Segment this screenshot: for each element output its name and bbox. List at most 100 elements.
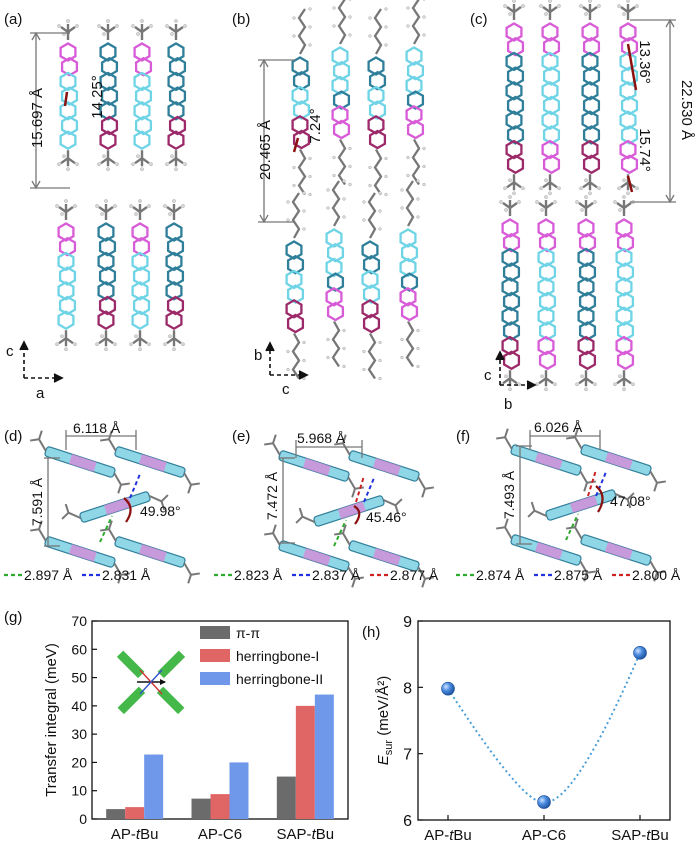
legend-label: herringbone-I [236, 648, 319, 664]
axis-label-vertical: b [254, 347, 262, 364]
panel-g: (g) 0 10 20 30 40 50 60 70 Transfer integral (me… [4, 609, 348, 843]
bar [106, 809, 125, 819]
y-tick-label: 7 [403, 747, 412, 764]
series-line [448, 653, 640, 802]
distance-legend-label: 2.877 Å [390, 567, 439, 583]
legend-swatch [200, 649, 230, 662]
panel-h-label: (h) [362, 624, 380, 641]
axis-indicator [266, 343, 307, 379]
panel-a-length: 15.697 Å [29, 88, 46, 148]
panel-c-crystal-bottom [499, 195, 634, 391]
x-tick-label: AP-C6 [198, 826, 242, 843]
figure: (a) 15.697 Å 14.25° c a (b) 20.4 [0, 0, 700, 851]
legend-swatch [200, 626, 230, 639]
panel-a-angle: 14.25° [89, 75, 106, 119]
y-tick-label: 20 [71, 754, 87, 770]
panel-e: (e) 5.968 Å 7.472 Å 45.46° [232, 428, 441, 590]
x-tick-label: SAP-tBu [611, 827, 669, 844]
bar [230, 762, 249, 819]
axis-label-vertical: c [484, 367, 492, 384]
y-axis-label: Esur (meV/Å²) [375, 676, 395, 765]
panel-d-label: (d) [4, 428, 22, 445]
distance-legend-label: 2.837 Å [312, 567, 361, 583]
panel-f-label: (f) [456, 428, 470, 445]
panel-f: (f) 6.026 Å 7.493 Å 47.08° [456, 419, 673, 584]
x-tick-label: AP-tBu [424, 827, 472, 844]
panel-e-width: 5.968 Å [297, 430, 346, 446]
panel-a-crystal-bottom [55, 199, 184, 350]
y-axis-label: Transfer integral (meV) [43, 643, 60, 797]
y-tick-label: 30 [71, 726, 87, 742]
y-tick-label: 40 [71, 698, 87, 714]
panel-e-angle: 45.46° [366, 509, 407, 525]
panel-e-label: (e) [232, 428, 250, 445]
panel-f-angle: 47.08° [610, 493, 651, 509]
panel-d-height: 7.591 Å [29, 477, 45, 526]
height-bracket [516, 446, 532, 544]
panel-a: (a) 15.697 Å 14.25° c a [4, 11, 187, 402]
panel-e-height: 7.472 Å [264, 471, 280, 520]
axis-label-vertical: c [6, 343, 14, 360]
bar [296, 706, 315, 819]
x-tick-label: AP-C6 [522, 827, 566, 844]
y-tick-label: 60 [71, 641, 87, 657]
distance-legend-label: 2.874 Å [476, 567, 525, 583]
bar [192, 799, 211, 819]
panel-g-label: (g) [4, 609, 22, 626]
axis-label-horizontal: b [504, 396, 512, 413]
bar [315, 695, 334, 819]
y-tick-label: 0 [79, 811, 87, 827]
x-tick-label: AP-tBu [111, 826, 159, 843]
bar [211, 794, 230, 819]
legend-swatch [200, 672, 230, 685]
axis-label-horizontal: c [282, 381, 290, 398]
data-point [634, 646, 647, 659]
bar [144, 755, 163, 819]
panel-d-width: 6.118 Å [73, 420, 121, 436]
y-tick-label: 6 [403, 813, 412, 830]
y-tick-label: 50 [71, 670, 87, 686]
x-tick-label: SAP-tBu [277, 826, 335, 843]
bar [277, 777, 296, 819]
transfer-diagram [117, 651, 185, 715]
panel-d-angle: 49.98° [140, 503, 181, 519]
panel-b-angle: 7.24° [307, 108, 324, 143]
height-bracket [279, 458, 295, 543]
bar-chart: 0 10 20 30 40 50 60 70 Transfer integral (meV) AP… [43, 613, 348, 843]
panel-a-label: (a) [4, 11, 22, 28]
panel-a-crystal-top [57, 19, 186, 170]
panel-c-crystal-top [503, 0, 638, 195]
y-tick-label: 8 [403, 680, 412, 697]
panel-b-label: (b) [232, 11, 250, 28]
distance-legend-label: 2.823 Å [234, 567, 283, 583]
bar [125, 807, 144, 819]
panel-h: (h) 6 7 8 9 Esur (meV/Å²) AP-tBu AP-C6 SAP-tBu [362, 614, 670, 844]
line-chart: 6 7 8 9 Esur (meV/Å²) AP-tBu AP-C6 SAP-tBu [375, 614, 670, 844]
distance-legends: 2.897 Å 2.831 Å 2.823 Å 2.837 Å 2.877 Å 2.874… [4, 567, 681, 583]
panel-c-length: 22.530 Å [678, 80, 695, 140]
panel-b-length: 20.465 Å [257, 120, 274, 180]
legend-label: π-π [236, 625, 260, 641]
panel-d: (d) 6.118 Å 7.591 Å 49.98° [4, 420, 207, 586]
panel-b-crystal [287, 0, 426, 380]
y-tick-label: 70 [71, 613, 87, 629]
panel-c-angle-bottom: 15.74° [636, 128, 653, 172]
panel-c: (c) 22.530 Å 13.36° 15.74° c b [470, 0, 695, 413]
axis-label-horizontal: a [36, 385, 45, 402]
data-point [442, 682, 455, 695]
panel-f-height: 7.493 Å [501, 470, 517, 519]
y-tick-label: 9 [403, 614, 412, 631]
distance-legend-label: 2.897 Å [24, 567, 73, 583]
y-tick-label: 10 [71, 783, 87, 799]
height-bracket [44, 458, 60, 546]
distance-legend-label: 2.831 Å [102, 567, 151, 583]
data-point [538, 796, 551, 809]
plot-frame [418, 621, 670, 820]
legend-label: herringbone-II [236, 671, 323, 687]
panel-c-label: (c) [470, 11, 488, 28]
panel-c-angle-top: 13.36° [636, 40, 653, 84]
panel-b: (b) 20.465 Å 7.24° b c [232, 0, 425, 398]
distance-legend-label: 2.875 Å [554, 567, 603, 583]
panel-f-width: 6.026 Å [534, 419, 583, 435]
axis-indicator [20, 342, 62, 382]
